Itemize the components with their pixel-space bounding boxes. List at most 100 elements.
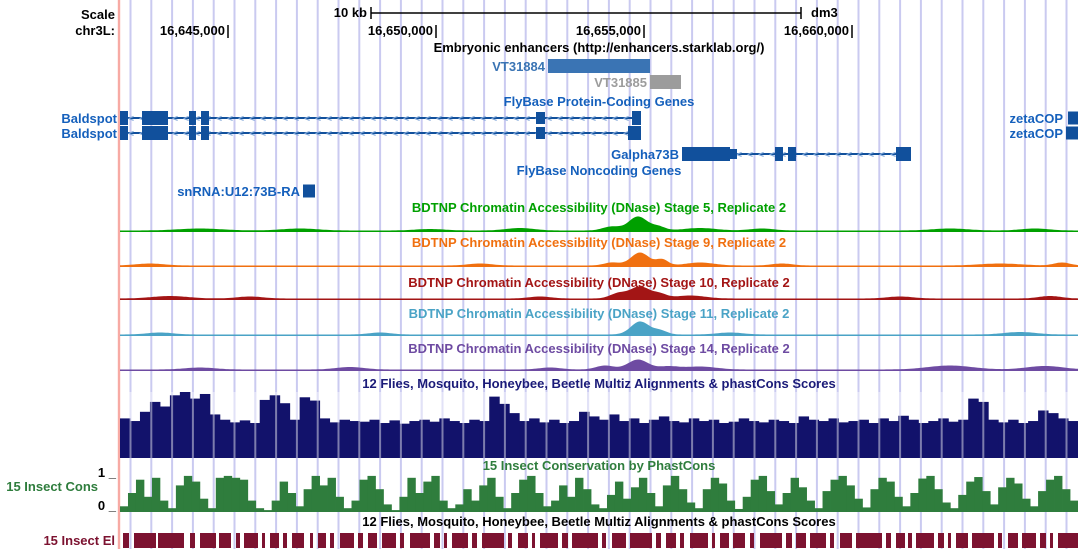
insect-element-block[interactable] bbox=[508, 533, 512, 548]
track-title-dnase-2[interactable]: BDTNP Chromatin Accessibility (DNase) St… bbox=[408, 275, 790, 290]
insect-element-block[interactable] bbox=[540, 533, 558, 548]
multiz-dense-bar[interactable] bbox=[1048, 413, 1059, 458]
insect-element-block[interactable] bbox=[190, 533, 195, 548]
conservation-bar[interactable] bbox=[383, 504, 392, 512]
dnase-signal-4[interactable] bbox=[120, 359, 1078, 372]
insect-element-block[interactable] bbox=[916, 533, 934, 548]
multiz-dense-bar[interactable] bbox=[918, 423, 929, 458]
insect-element-block[interactable] bbox=[908, 533, 912, 548]
insect-element-block[interactable] bbox=[948, 533, 951, 548]
insect-element-block[interactable] bbox=[1050, 533, 1053, 548]
conservation-bar[interactable] bbox=[694, 508, 704, 512]
multiz-dense-bar[interactable] bbox=[549, 419, 560, 458]
insect-element-block[interactable] bbox=[518, 533, 528, 548]
multiz-dense-bar[interactable] bbox=[1028, 421, 1039, 458]
conservation-bar[interactable] bbox=[734, 508, 744, 512]
conservation-bar[interactable] bbox=[766, 491, 776, 512]
gene-exon-galpha73b[interactable] bbox=[896, 147, 911, 161]
conservation-bar[interactable] bbox=[1062, 489, 1071, 512]
conservation-bar[interactable] bbox=[918, 478, 927, 512]
conservation-bar[interactable] bbox=[159, 500, 169, 512]
multiz-dense-bar[interactable] bbox=[319, 418, 331, 458]
conservation-bar[interactable] bbox=[742, 496, 752, 512]
gene-label-zetacop[interactable]: zetaCOP bbox=[1009, 126, 1063, 141]
insect-element-block[interactable] bbox=[340, 533, 354, 548]
gene-exon-zetacop[interactable] bbox=[1068, 111, 1078, 125]
conservation-bar[interactable] bbox=[790, 477, 799, 512]
multiz-dense-bar[interactable] bbox=[459, 423, 470, 458]
conservation-bar[interactable] bbox=[966, 481, 975, 512]
gene-exon-baldspot[interactable] bbox=[189, 111, 196, 125]
multiz-dense-bar[interactable] bbox=[858, 419, 869, 458]
insect-element-block[interactable] bbox=[236, 533, 240, 548]
conservation-bar[interactable] bbox=[982, 491, 991, 512]
conservation-bar[interactable] bbox=[271, 500, 281, 512]
conservation-bar[interactable] bbox=[239, 479, 249, 512]
conservation-bar[interactable] bbox=[998, 487, 1007, 512]
multiz-dense-bar[interactable] bbox=[539, 422, 550, 458]
insect-element-block[interactable] bbox=[760, 533, 782, 548]
conservation-bar[interactable] bbox=[942, 502, 951, 513]
multiz-dense-bar[interactable] bbox=[658, 416, 670, 458]
conservation-bar[interactable] bbox=[1054, 475, 1063, 512]
gene-exon-baldspot[interactable] bbox=[120, 111, 128, 125]
multiz-dense-bar[interactable] bbox=[718, 423, 730, 458]
multiz-dense-bar[interactable] bbox=[978, 401, 989, 458]
gene-exon-baldspot[interactable] bbox=[142, 111, 168, 125]
conservation-bar[interactable] bbox=[255, 508, 265, 512]
insect-element-block[interactable] bbox=[1058, 533, 1078, 548]
conservation-bar[interactable] bbox=[351, 500, 360, 512]
enhancer-label-vt31885[interactable]: VT31885 bbox=[594, 75, 647, 90]
conservation-bar[interactable] bbox=[543, 506, 552, 512]
multiz-dense-bar[interactable] bbox=[908, 419, 919, 458]
conservation-bar[interactable] bbox=[223, 475, 233, 512]
track-title-dnase-4[interactable]: BDTNP Chromatin Accessibility (DNase) St… bbox=[408, 341, 790, 356]
insect-element-block[interactable] bbox=[998, 533, 1002, 548]
multiz-dense-bar[interactable] bbox=[698, 421, 710, 458]
conservation-bar[interactable] bbox=[750, 479, 760, 512]
multiz-dense-bar[interactable] bbox=[808, 419, 820, 458]
conservation-bar[interactable] bbox=[207, 508, 217, 512]
insect-element-block[interactable] bbox=[1040, 533, 1046, 548]
conservation-bar[interactable] bbox=[367, 475, 376, 512]
insect-element-block[interactable] bbox=[123, 533, 129, 548]
conservation-bar[interactable] bbox=[599, 508, 608, 512]
multiz-dense-bar[interactable] bbox=[618, 421, 630, 458]
multiz-dense-bar[interactable] bbox=[1058, 418, 1069, 458]
multiz-dense-bar[interactable] bbox=[249, 423, 261, 458]
dnase-signal-1[interactable] bbox=[120, 252, 1078, 268]
conservation-bar[interactable] bbox=[1030, 506, 1039, 512]
insect-element-block[interactable] bbox=[572, 533, 598, 548]
insect-element-block[interactable] bbox=[434, 533, 440, 548]
multiz-dense-bar[interactable] bbox=[279, 403, 291, 458]
insect-element-block[interactable] bbox=[200, 533, 216, 548]
multiz-dense-bar[interactable] bbox=[868, 423, 879, 458]
multiz-dense-bar[interactable] bbox=[738, 418, 750, 458]
insect-element-block[interactable] bbox=[666, 533, 676, 548]
insect-element-block[interactable] bbox=[368, 533, 377, 548]
conservation-bar[interactable] bbox=[439, 500, 448, 512]
multiz-dense-bar[interactable] bbox=[948, 421, 959, 458]
multiz-dense-bar[interactable] bbox=[778, 421, 790, 458]
multiz-dense-bar[interactable] bbox=[129, 421, 141, 458]
conservation-bar[interactable] bbox=[1070, 500, 1078, 512]
track-title-multiz[interactable]: 12 Flies, Mosquito, Honeybee, Beetle Mul… bbox=[362, 376, 836, 391]
multiz-dense-bar[interactable] bbox=[968, 398, 979, 458]
conservation-bar[interactable] bbox=[471, 500, 480, 512]
dnase-signal-2[interactable] bbox=[120, 286, 1078, 300]
multiz-dense-bar[interactable] bbox=[299, 397, 311, 458]
conservation-bar[interactable] bbox=[327, 477, 336, 512]
multiz-dense-bar[interactable] bbox=[579, 411, 590, 458]
gene-label-galpha73b[interactable]: Galpha73B bbox=[611, 147, 679, 162]
multiz-dense-bar[interactable] bbox=[898, 415, 909, 458]
insect-element-block[interactable] bbox=[938, 533, 944, 548]
conservation-bar[interactable] bbox=[726, 500, 736, 512]
conservation-bar[interactable] bbox=[120, 506, 129, 512]
conservation-bar[interactable] bbox=[135, 479, 145, 512]
conservation-bar[interactable] bbox=[782, 493, 791, 512]
insect-element-block[interactable] bbox=[244, 533, 258, 548]
insect-element-block[interactable] bbox=[400, 533, 404, 548]
conservation-bar[interactable] bbox=[846, 485, 855, 512]
conservation-bar[interactable] bbox=[127, 493, 137, 512]
multiz-dense-bar[interactable] bbox=[748, 421, 760, 458]
